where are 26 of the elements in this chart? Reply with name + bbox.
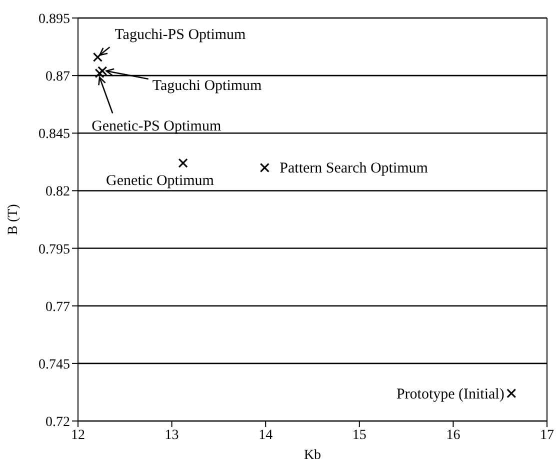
x-tick-label: 13 xyxy=(164,428,179,443)
y-tick-label: 0.745 xyxy=(38,357,70,372)
y-tick-label: 0.77 xyxy=(46,300,70,315)
y-tick-label: 0.845 xyxy=(38,127,70,142)
y-tick-label: 0.82 xyxy=(46,184,70,200)
x-tick-label: 12 xyxy=(71,428,85,443)
point xyxy=(260,162,270,172)
annotation: Genetic-PS Optimum xyxy=(92,118,222,134)
x-tick-label: 14 xyxy=(258,428,273,443)
annotation: Pattern Search Optimum xyxy=(280,160,428,177)
x-axis-title: Kb xyxy=(304,448,322,459)
annotation: Taguchi Optimum xyxy=(152,78,262,94)
y-tick-label: 0.87 xyxy=(46,70,70,85)
annotation: Genetic Optimum xyxy=(106,173,214,190)
annotation: Taguchi-PS Optimum xyxy=(114,27,246,44)
y-tick-label: 0.895 xyxy=(38,12,70,27)
point xyxy=(98,66,108,76)
x-tick-label: 16 xyxy=(446,428,460,443)
x-tick-label: 17 xyxy=(540,428,554,443)
point xyxy=(506,388,516,398)
y-tick-label: 0.795 xyxy=(38,242,70,258)
point xyxy=(178,158,188,168)
annotation: Prototype (Initial) xyxy=(396,386,504,402)
y-axis-title: B (T) xyxy=(6,204,21,235)
x-tick-label: 15 xyxy=(352,428,366,443)
y-tick-label: 0.72 xyxy=(46,414,70,430)
